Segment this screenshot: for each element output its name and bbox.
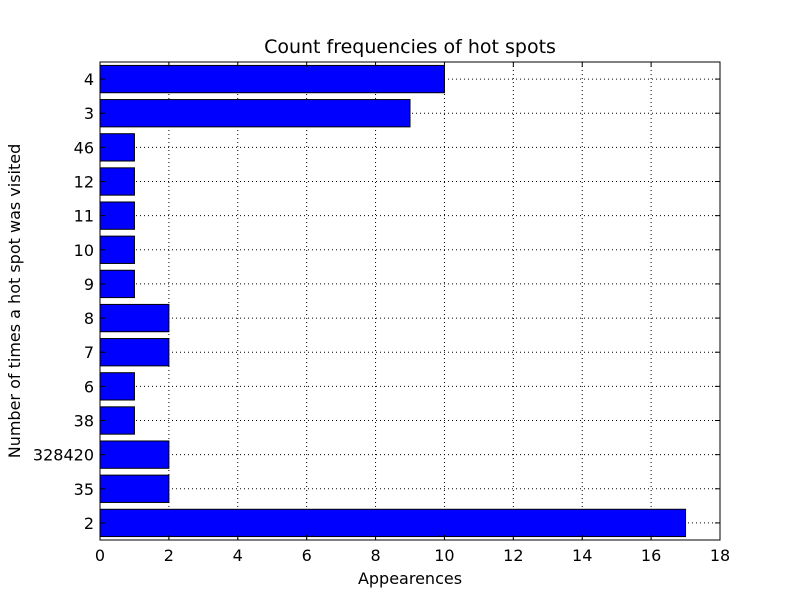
y-tick-label: 8 <box>84 309 94 328</box>
y-tick-label: 3 <box>84 104 94 123</box>
x-tick-label: 16 <box>641 546 661 565</box>
bar <box>99 64 445 94</box>
y-tick-label: 11 <box>74 207 94 226</box>
bar <box>99 167 135 196</box>
x-tick-label: 14 <box>572 546 592 565</box>
y-tick-label: 9 <box>84 275 94 294</box>
grid-lines <box>100 62 720 540</box>
x-tick-label: 8 <box>370 546 380 565</box>
y-tick-label: 10 <box>74 241 94 260</box>
bar <box>99 338 170 367</box>
bar <box>99 201 135 230</box>
y-tick-label: 4 <box>84 70 94 89</box>
y-tick-label: 35 <box>74 480 94 499</box>
bar <box>99 406 135 435</box>
x-tick-label: 6 <box>302 546 312 565</box>
bar <box>99 372 135 401</box>
bar <box>99 508 687 538</box>
chart-title: Count frequencies of hot spots <box>264 36 556 58</box>
bar <box>99 99 411 128</box>
x-tick-label: 0 <box>95 546 105 565</box>
bar <box>99 235 135 264</box>
y-tick-label: 46 <box>74 138 94 157</box>
x-axis-label: Appearences <box>358 569 462 588</box>
y-tick-label: 6 <box>84 377 94 396</box>
y-tick-label: 2 <box>84 514 94 533</box>
bar <box>99 269 135 299</box>
bar <box>99 440 170 469</box>
bar <box>99 133 135 162</box>
y-tick-label: 328420 <box>33 446 94 465</box>
bar <box>99 303 170 333</box>
bar <box>99 474 170 503</box>
y-axis-label: Number of times a hot spot was visited <box>5 144 24 459</box>
x-tick-label: 4 <box>233 546 243 565</box>
bars <box>99 64 687 538</box>
y-tick-label: 7 <box>84 343 94 362</box>
x-tick-label: 12 <box>503 546 523 565</box>
x-tick-label: 2 <box>164 546 174 565</box>
x-tick-label: 10 <box>434 546 454 565</box>
y-tick-label: 38 <box>74 412 94 431</box>
x-tick-label: 18 <box>710 546 730 565</box>
plot-frame <box>99 61 721 541</box>
y-tick-label: 12 <box>74 173 94 192</box>
